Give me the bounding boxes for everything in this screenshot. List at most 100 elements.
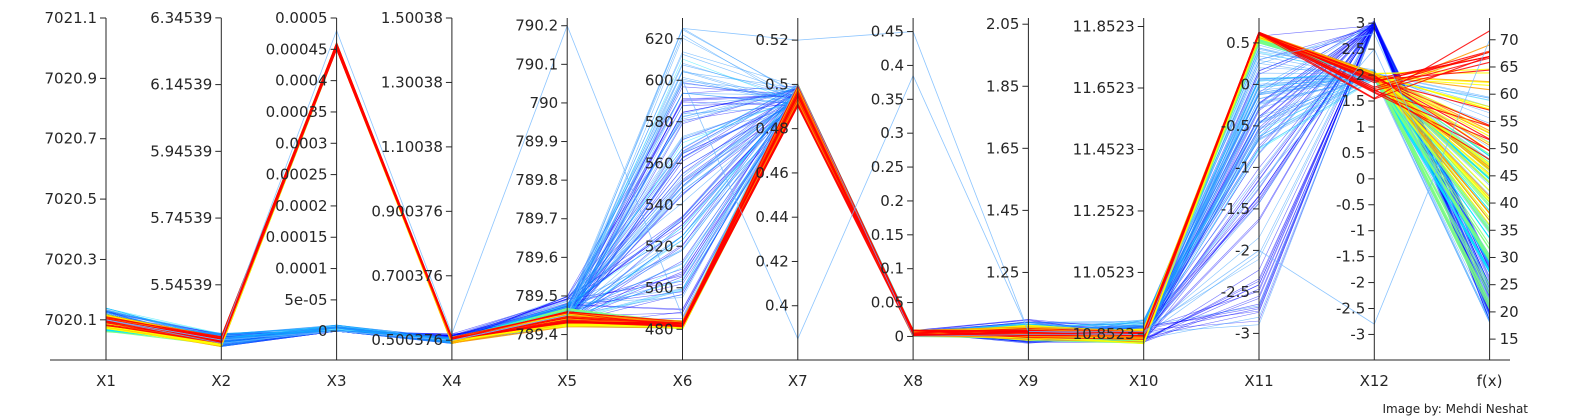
tick-label: 0.0002 <box>275 197 328 215</box>
axis-title-x3: X3 <box>327 372 347 390</box>
tick-label: 789.5 <box>515 287 558 305</box>
tick-label: 0.15 <box>871 226 904 244</box>
tick-label: 11.2523 <box>1073 202 1135 220</box>
tick-label: 0.00035 <box>266 103 328 121</box>
tick-label: 7020.7 <box>45 130 98 148</box>
axis-title-x1: X1 <box>96 372 116 390</box>
tick-label: 45 <box>1500 167 1519 185</box>
tick-label: 2.05 <box>986 15 1019 33</box>
tick-label: 0.3 <box>880 124 904 142</box>
tick-label: -0.5 <box>1221 117 1250 135</box>
tick-label: 560 <box>645 154 674 172</box>
tick-label: 0.0003 <box>275 134 328 152</box>
axis-title-x4: X4 <box>442 372 462 390</box>
tick-label: 50 <box>1500 140 1519 158</box>
tick-label: 0.1 <box>880 260 904 278</box>
tick-label: 0.48 <box>755 120 788 138</box>
tick-label: 15 <box>1500 330 1519 348</box>
tick-label: -1.5 <box>1221 200 1250 218</box>
tick-label: 7020.9 <box>45 69 98 87</box>
tick-label: 0.4 <box>765 297 789 315</box>
axis-title-x12: X12 <box>1360 372 1389 390</box>
tick-label: 0.44 <box>755 208 788 226</box>
tick-label: 5.54539 <box>150 276 212 294</box>
tick-label: -1.5 <box>1336 248 1365 266</box>
tick-label: 1.30038 <box>381 73 443 91</box>
tick-label: 0.5 <box>1226 34 1250 52</box>
tick-label: 0.42 <box>755 252 788 270</box>
tick-label: 1.65 <box>986 139 1019 157</box>
image-credit: Image by: Mehdi Neshat <box>1382 402 1528 416</box>
tick-label: -2.5 <box>1336 300 1365 318</box>
tick-label: 6.14539 <box>150 76 212 94</box>
axis-title-x11: X11 <box>1244 372 1273 390</box>
tick-label: -3 <box>1235 324 1250 342</box>
tick-label: 520 <box>645 237 674 255</box>
tick-label: -2 <box>1350 274 1365 292</box>
tick-label: 11.4523 <box>1073 140 1135 158</box>
tick-label: 7021.1 <box>45 9 98 27</box>
tick-label: 5.94539 <box>150 142 212 160</box>
axis-title-x10: X10 <box>1129 372 1158 390</box>
tick-label: 1.85 <box>986 77 1019 95</box>
tick-label: 789.9 <box>515 133 558 151</box>
tick-label: 540 <box>645 196 674 214</box>
tick-label: 5.74539 <box>150 209 212 227</box>
tick-label: 35 <box>1500 221 1519 239</box>
axis-title-x7: X7 <box>788 372 808 390</box>
axis-title-x5: X5 <box>557 372 577 390</box>
tick-label: -2 <box>1235 241 1250 259</box>
tick-label: 5e-05 <box>284 291 327 309</box>
tick-label: 0.00025 <box>266 166 328 184</box>
tick-label: -1 <box>1235 158 1250 176</box>
tick-label: 0.00015 <box>266 228 328 246</box>
tick-label: -2.5 <box>1221 283 1250 301</box>
tick-label: 0.00045 <box>266 40 328 58</box>
tick-label: 11.0523 <box>1073 263 1135 281</box>
tick-label: 790.1 <box>515 55 558 73</box>
tick-label: 0 <box>1240 75 1250 93</box>
tick-label: 70 <box>1500 31 1519 49</box>
tick-label: 0 <box>1356 170 1366 188</box>
tick-label: 65 <box>1500 58 1519 76</box>
tick-label: 1.10038 <box>381 138 443 156</box>
tick-label: 6.34539 <box>150 9 212 27</box>
tick-label: 0.0001 <box>275 260 328 278</box>
tick-label: 30 <box>1500 248 1519 266</box>
tick-label: 0.45 <box>871 23 904 41</box>
tick-label: 0.0004 <box>275 72 328 90</box>
axis-titles-layer: X1 X2 X3 X4 X5 X6 X7 X8 X9 X10 X11 X12 f(x) <box>96 372 1502 390</box>
tick-label: 500 <box>645 279 674 297</box>
tick-label: 600 <box>645 71 674 89</box>
tick-label: 25 <box>1500 276 1519 294</box>
tick-label: 790 <box>530 94 559 112</box>
tick-label: 789.7 <box>515 210 558 228</box>
tick-label: 3 <box>1356 14 1366 32</box>
tick-label: 1.5 <box>1341 92 1365 110</box>
tick-label: 789.6 <box>515 248 558 266</box>
tick-label: 60 <box>1500 85 1519 103</box>
axis-title-x2: X2 <box>211 372 231 390</box>
tick-label: 0.700376 <box>371 267 443 285</box>
tick-label: 0.4 <box>880 56 904 74</box>
tick-label: 620 <box>645 30 674 48</box>
tick-label: 0.500376 <box>371 331 443 349</box>
tick-label: 11.8523 <box>1073 18 1135 36</box>
tick-label: 0.0005 <box>275 9 328 27</box>
tick-label: 0.52 <box>755 31 788 49</box>
tick-label: 790.2 <box>515 17 558 35</box>
tick-label: 0.05 <box>871 294 904 312</box>
tick-label: 0.46 <box>755 164 788 182</box>
tick-label: 10.8523 <box>1073 325 1135 343</box>
tick-label: 7020.5 <box>45 190 98 208</box>
tick-label: -1 <box>1350 222 1365 240</box>
tick-label: 7020.1 <box>45 311 98 329</box>
tick-label: 580 <box>645 113 674 131</box>
tick-label: 789.8 <box>515 171 558 189</box>
tick-label: 0.25 <box>871 158 904 176</box>
tick-label: -0.5 <box>1336 196 1365 214</box>
tick-label: 789.4 <box>515 326 558 344</box>
tick-label: 1 <box>1356 118 1366 136</box>
tick-label: 7020.3 <box>45 250 98 268</box>
